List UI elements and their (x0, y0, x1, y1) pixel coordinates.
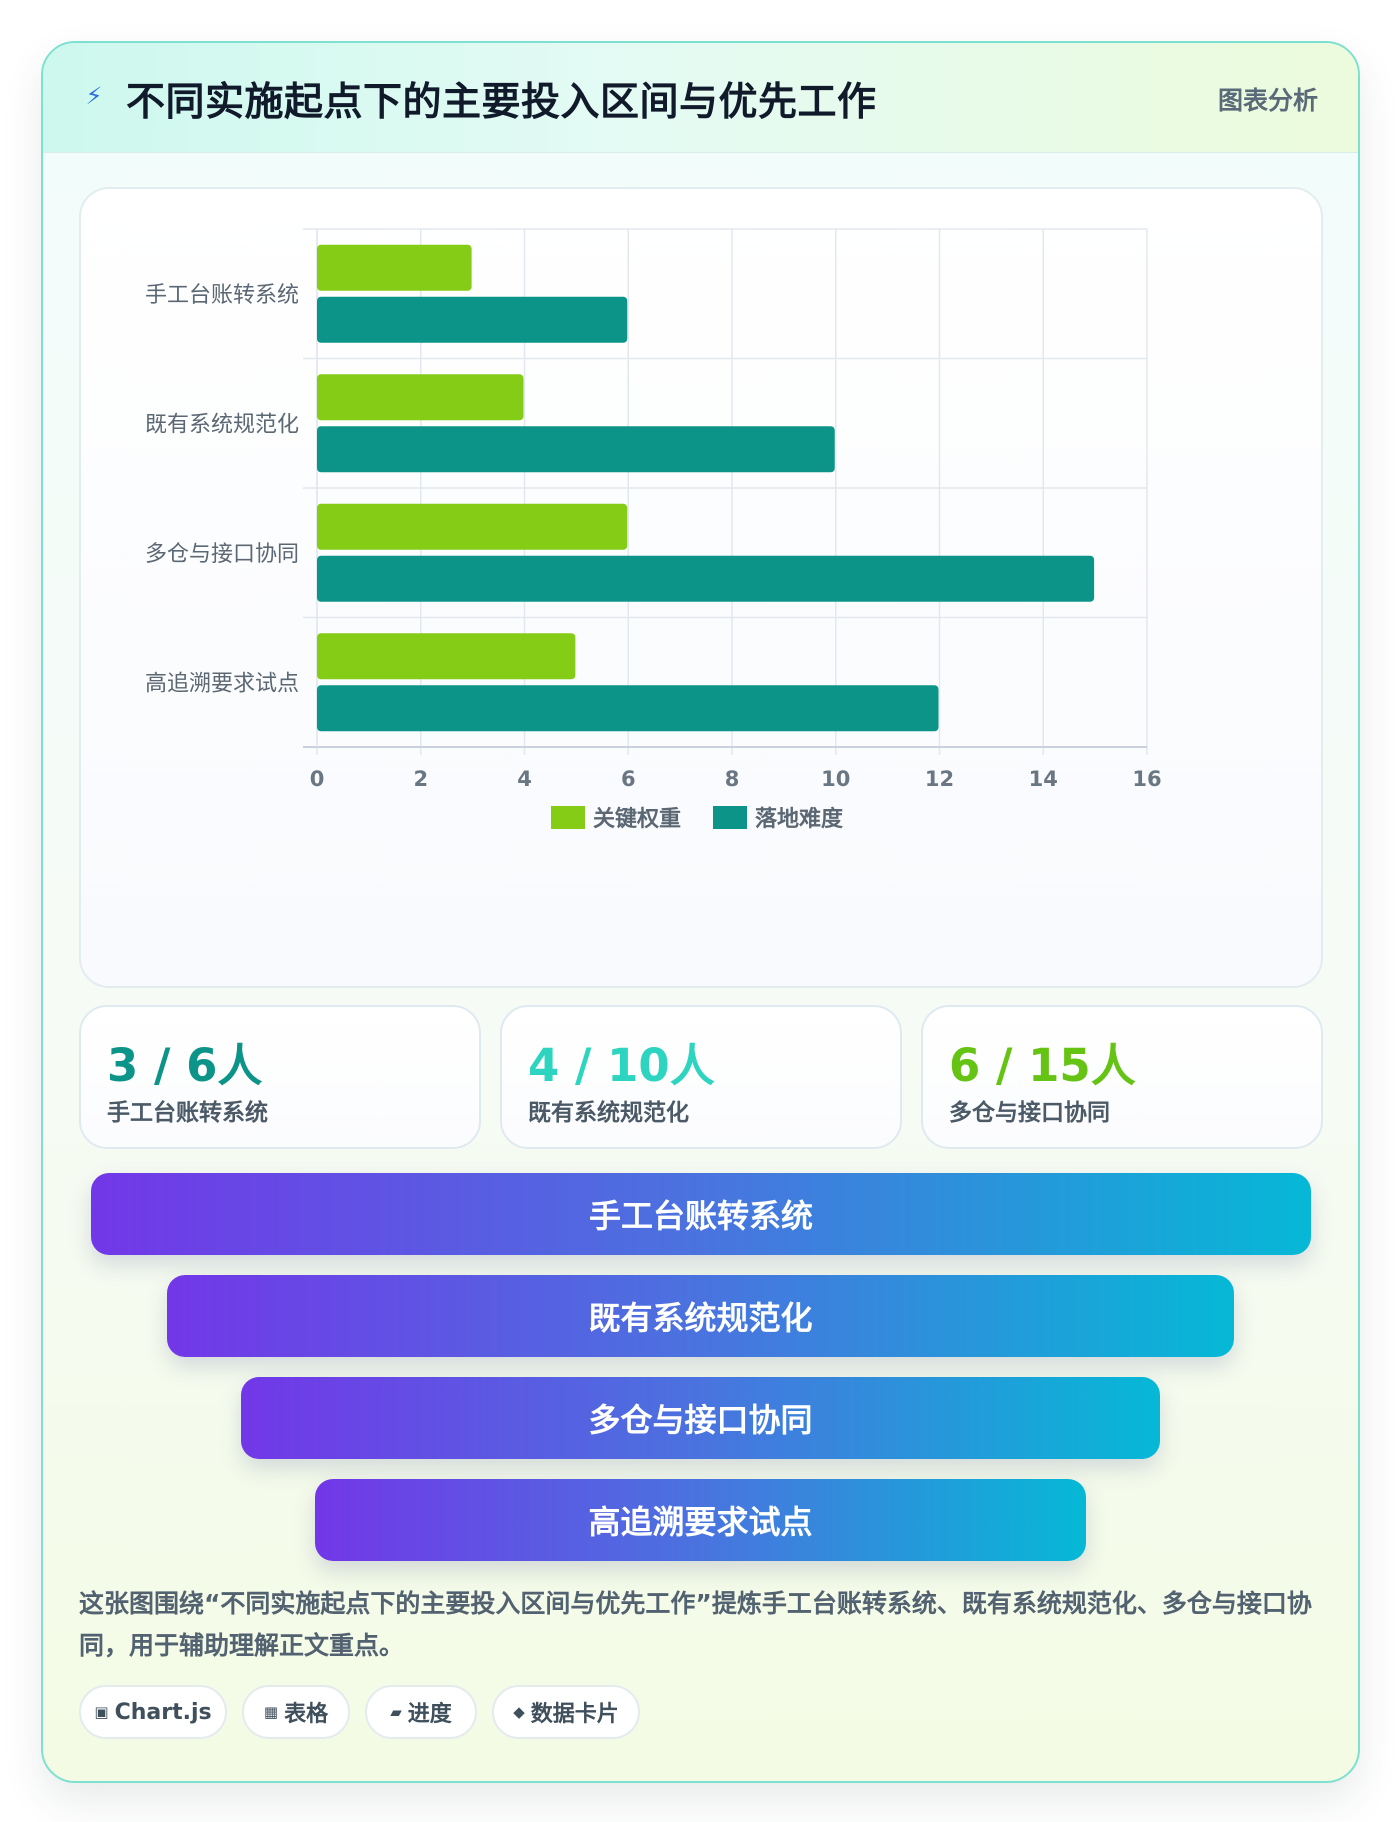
stat-card: 4 / 10人 既有系统规范化 (500, 1005, 902, 1149)
stat-card: 3 / 6人 手工台账转系统 (79, 1005, 481, 1149)
bar (317, 503, 628, 550)
x-tick-label: 16 (1132, 767, 1161, 791)
bar (317, 633, 576, 680)
stats-row: 3 / 6人 手工台账转系统 4 / 10人 既有系统规范化 6 / 15人 多… (79, 1005, 1323, 1149)
box-icon: ▣ (94, 1703, 109, 1721)
lightning-icon: ⚡ (85, 82, 103, 110)
chip-chartjs[interactable]: ▣ Chart.js (79, 1685, 227, 1739)
x-tick-label: 12 (925, 767, 954, 791)
x-tick-label: 10 (821, 767, 850, 791)
chip-data-card[interactable]: ◆ 数据卡片 (492, 1685, 640, 1739)
stat-label: 既有系统规范化 (528, 1100, 689, 1126)
legend-label: 关键权重 (593, 806, 681, 832)
y-tick-label: 高追溯要求试点 (145, 671, 299, 696)
y-tick-label: 手工台账转系统 (145, 283, 299, 308)
chart-description: 这张图围绕“不同实施起点下的主要投入区间与优先工作”提炼手工台账转系统、既有系统… (79, 1589, 1312, 1660)
chip-table[interactable]: ▦ 表格 (242, 1685, 350, 1739)
y-tick-label: 既有系统规范化 (145, 412, 299, 437)
diamond-icon: ◆ (513, 1703, 525, 1721)
funnel-stage: 手工台账转系统 (91, 1173, 1311, 1255)
chip-progress[interactable]: ▰ 进度 (365, 1685, 477, 1739)
chart-card: ⚡ 不同实施起点下的主要投入区间与优先工作 图表分析 手工台账转系统 既有系统规范… (41, 41, 1360, 1783)
y-tick-label: 多仓与接口协同 (145, 542, 299, 567)
chip-label: 进度 (407, 1702, 452, 1727)
chip-label: Chart.js (114, 1699, 212, 1725)
stat-value: 6 / 15人 (949, 1039, 1136, 1092)
legend-swatch (551, 806, 585, 829)
x-tick-label: 8 (725, 767, 740, 791)
legend-swatch (713, 806, 747, 829)
stat-label: 手工台账转系统 (107, 1100, 268, 1126)
funnel-stage: 多仓与接口协同 (241, 1377, 1160, 1459)
chip-label: 表格 (284, 1702, 329, 1727)
bar (317, 244, 472, 291)
bar (317, 426, 835, 473)
grid-icon: ▦ (263, 1703, 279, 1721)
x-tick-label: 6 (621, 767, 636, 791)
bar (317, 685, 939, 732)
chart-analysis-tag: 图表分析 (1217, 86, 1318, 115)
page-title: 不同实施起点下的主要投入区间与优先工作 (126, 80, 877, 125)
chip-label: 数据卡片 (530, 1702, 619, 1727)
card-header: ⚡ 不同实施起点下的主要投入区间与优先工作 图表分析 (43, 43, 1358, 153)
x-tick-label: 2 (413, 767, 428, 791)
funnel-stage: 高追溯要求试点 (315, 1479, 1086, 1561)
bar (317, 555, 1095, 602)
bar (317, 374, 524, 421)
stat-value: 3 / 6人 (107, 1039, 263, 1092)
stat-value: 4 / 10人 (528, 1039, 715, 1092)
x-tick-label: 14 (1029, 767, 1058, 791)
funnel-stage: 既有系统规范化 (167, 1275, 1234, 1357)
legend-label: 落地难度 (755, 806, 844, 832)
stat-label: 多仓与接口协同 (949, 1100, 1110, 1126)
x-tick-label: 0 (310, 767, 325, 791)
bar (317, 296, 628, 343)
x-tick-label: 4 (517, 767, 532, 791)
chart-panel: 手工台账转系统 既有系统规范化 多仓与接口协同 高追溯要求试点 0 2 4 6 8 10 12 14 1… (79, 187, 1323, 988)
progress-icon: ▰ (390, 1703, 402, 1721)
stat-card: 6 / 15人 多仓与接口协同 (921, 1005, 1323, 1149)
